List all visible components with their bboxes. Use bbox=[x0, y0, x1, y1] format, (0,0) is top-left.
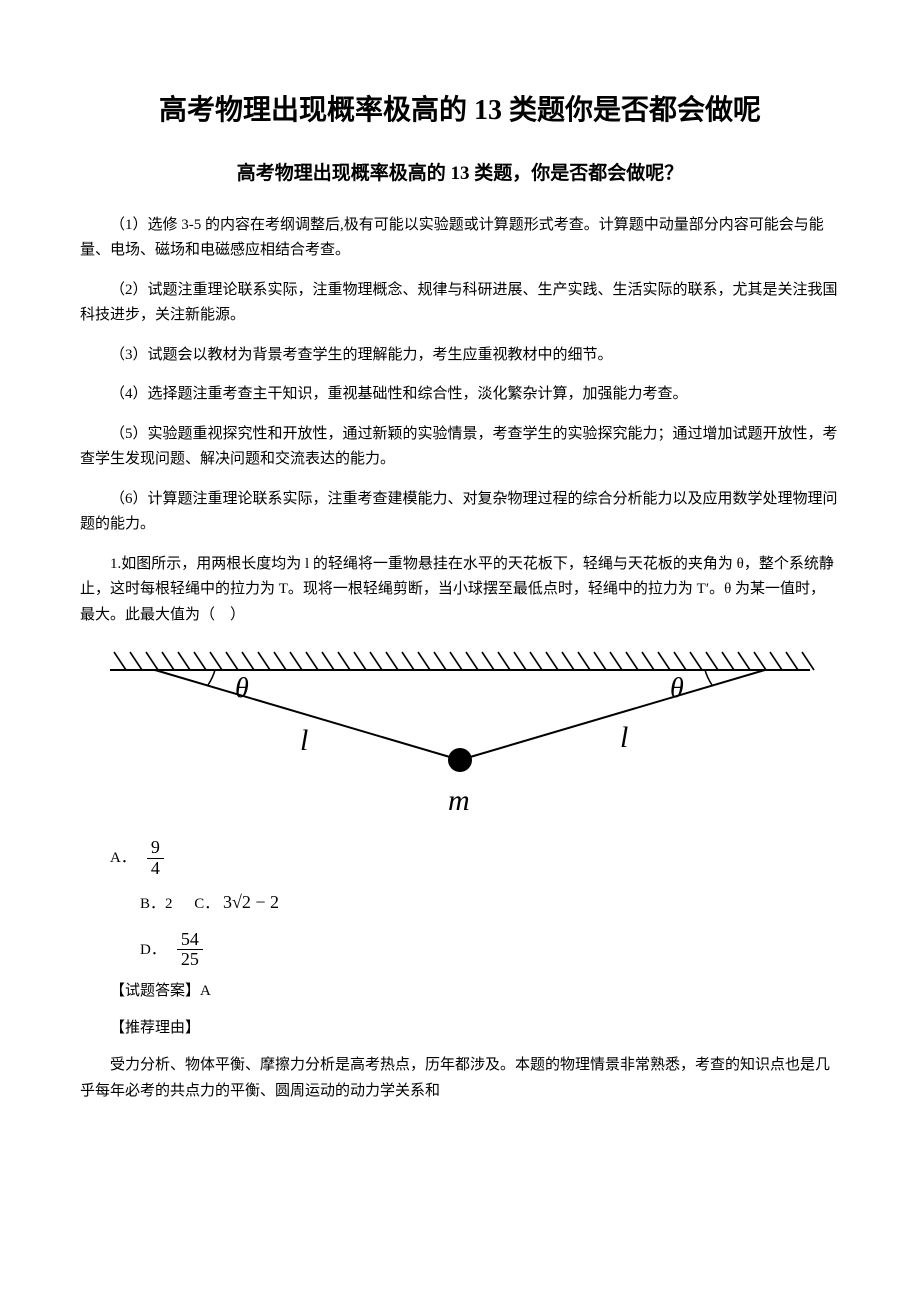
option-a-label: A． bbox=[110, 847, 136, 870]
reason-text: 受力分析、物体平衡、摩擦力分析是高考热点，历年都涉及。本题的物理情景非常熟悉，考… bbox=[80, 1053, 840, 1104]
main-title: 高考物理出现概率极高的 13 类题你是否都会做呢 bbox=[80, 90, 840, 132]
option-d: D． 54 25 bbox=[140, 930, 840, 971]
option-b-label: B．2 bbox=[140, 896, 173, 912]
option-d-numerator: 54 bbox=[177, 930, 203, 951]
m-label: m bbox=[448, 784, 470, 817]
diagram-container: θ θ l l m bbox=[80, 642, 840, 822]
option-d-fraction: 54 25 bbox=[177, 930, 203, 971]
reason-label: 【推荐理由】 bbox=[110, 1017, 840, 1040]
option-a: A． 9 4 bbox=[110, 838, 840, 879]
option-a-numerator: 9 bbox=[147, 838, 164, 859]
paragraph-3: （3）试题会以教材为背景考查学生的理解能力，考生应重视教材中的细节。 bbox=[80, 343, 840, 369]
pendulum-diagram: θ θ l l m bbox=[100, 642, 820, 822]
option-bc-row: B．2 C． 3√2 − 2 bbox=[140, 889, 840, 916]
l-right-label: l bbox=[620, 721, 628, 754]
option-c-expression: 3√2 − 2 bbox=[223, 892, 279, 912]
paragraph-5: （5）实验题重视探究性和开放性，通过新颖的实验情景，考查学生的实验探究能力；通过… bbox=[80, 422, 840, 473]
subtitle: 高考物理出现概率极高的 13 类题，你是否都会做呢？ bbox=[80, 160, 840, 189]
l-left-label: l bbox=[300, 724, 308, 757]
option-a-fraction: 9 4 bbox=[147, 838, 164, 879]
theta-right-label: θ bbox=[670, 673, 684, 704]
answer-label: 【试题答案】A bbox=[110, 980, 840, 1003]
paragraph-2: （2）试题注重理论联系实际，注重物理概念、规律与科研进展、生产实践、生活实际的联… bbox=[80, 278, 840, 329]
paragraph-6: （6）计算题注重理论联系实际，注重考查建模能力、对复杂物理过程的综合分析能力以及… bbox=[80, 487, 840, 538]
option-d-denominator: 25 bbox=[177, 950, 203, 970]
option-a-denominator: 4 bbox=[147, 859, 164, 879]
paragraph-4: （4）选择题注重考查主干知识，重视基础性和综合性，淡化繁杂计算，加强能力考查。 bbox=[80, 382, 840, 408]
question-1: 1.如图所示，用两根长度均为 l 的轻绳将一重物悬挂在水平的天花板下，轻绳与天花… bbox=[80, 552, 840, 629]
theta-left-label: θ bbox=[235, 673, 249, 704]
option-d-label: D． bbox=[140, 939, 166, 962]
option-c-label: C． bbox=[194, 896, 219, 912]
paragraph-1: （1）选修 3-5 的内容在考纲调整后,极有可能以实验题或计算题形式考查。计算题… bbox=[80, 213, 840, 264]
